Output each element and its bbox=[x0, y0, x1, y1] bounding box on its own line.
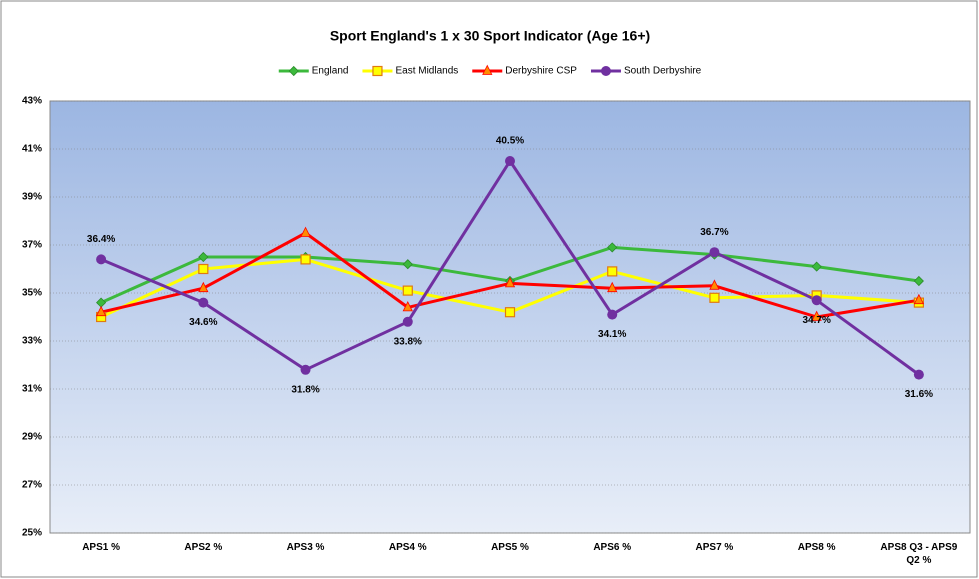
marker bbox=[300, 226, 311, 237]
y-tick-label: 43% bbox=[22, 96, 42, 107]
marker bbox=[402, 285, 413, 296]
x-tick-label: APS1 % bbox=[82, 542, 120, 553]
data-label: 34.7% bbox=[802, 315, 830, 326]
marker bbox=[709, 292, 720, 303]
y-tick-label: 41% bbox=[22, 144, 42, 155]
marker bbox=[198, 251, 209, 263]
marker bbox=[607, 309, 618, 320]
data-label: 31.8% bbox=[291, 384, 319, 395]
data-label: 40.5% bbox=[496, 136, 524, 147]
legend: England East Midlands Derbyshire CSP South … bbox=[278, 64, 702, 77]
marker bbox=[96, 254, 107, 265]
legend-label: East Midlands bbox=[395, 66, 458, 77]
marker bbox=[913, 369, 924, 380]
legend-label: South Derbyshire bbox=[624, 66, 702, 77]
marker bbox=[709, 279, 720, 290]
legend-marker bbox=[600, 66, 611, 76]
y-tick-label: 25% bbox=[22, 528, 42, 539]
marker bbox=[811, 310, 822, 321]
data-label: 34.6% bbox=[189, 317, 217, 328]
data-label: 31.6% bbox=[905, 389, 933, 400]
x-tick-label: APS5 % bbox=[491, 542, 529, 553]
marker bbox=[198, 263, 209, 275]
marker bbox=[607, 266, 618, 277]
y-tick-label: 33% bbox=[22, 336, 42, 347]
marker bbox=[913, 275, 924, 287]
marker bbox=[607, 242, 618, 253]
x-tick-label: APS4 % bbox=[388, 542, 427, 553]
legend-marker bbox=[482, 64, 493, 75]
y-tick-label: 27% bbox=[22, 480, 42, 491]
y-tick-label: 29% bbox=[22, 432, 42, 443]
chart-title: Sport England's 1 x 30 Sport Indicator (… bbox=[330, 28, 650, 44]
data-label: 36.7% bbox=[700, 227, 728, 238]
marker bbox=[709, 247, 720, 258]
marker bbox=[95, 305, 107, 317]
x-tick-label: APS8 Q3 - APS9 Q2 % bbox=[880, 542, 958, 566]
marker bbox=[402, 301, 413, 312]
y-tick-label: 37% bbox=[22, 240, 42, 251]
marker bbox=[504, 307, 516, 318]
marker bbox=[811, 261, 822, 272]
x-tick-label: APS7 % bbox=[695, 542, 734, 553]
marker bbox=[505, 156, 515, 166]
y-tick-label: 39% bbox=[22, 192, 42, 203]
marker bbox=[913, 293, 925, 305]
data-label: 33.8% bbox=[394, 336, 422, 347]
y-tick-label: 31% bbox=[22, 384, 42, 395]
marker bbox=[300, 364, 311, 375]
data-label: 36.4% bbox=[87, 234, 115, 245]
marker bbox=[198, 281, 209, 293]
x-tick-label: APS2 % bbox=[184, 542, 223, 553]
x-tick-label: APS6 % bbox=[593, 542, 632, 553]
marker bbox=[607, 281, 618, 293]
legend-marker bbox=[288, 65, 299, 77]
marker bbox=[402, 259, 413, 270]
marker bbox=[811, 295, 822, 306]
legend-label: England bbox=[312, 66, 349, 77]
marker bbox=[402, 316, 413, 327]
legend-label: Derbyshire CSP bbox=[505, 66, 577, 77]
x-tick-label: APS8 % bbox=[797, 542, 836, 553]
y-tick-label: 35% bbox=[22, 288, 42, 299]
marker bbox=[198, 297, 209, 308]
x-tick-label: APS3 % bbox=[286, 542, 325, 553]
legend-marker bbox=[372, 65, 383, 77]
data-label: 34.1% bbox=[598, 329, 626, 340]
marker bbox=[300, 254, 311, 265]
marker bbox=[504, 277, 516, 288]
